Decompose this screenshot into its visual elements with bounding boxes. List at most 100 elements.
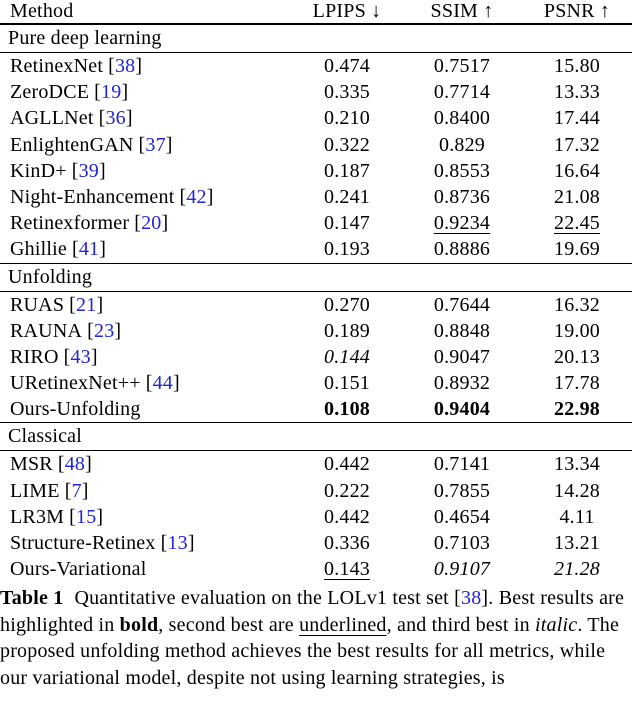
bracket-open-icon: [ xyxy=(138,133,146,156)
method-name: RIRO xyxy=(10,345,59,368)
bracket-open-icon: [ xyxy=(134,212,142,235)
lpips-value: 0.335 xyxy=(324,81,370,104)
citation-link[interactable]: 21 xyxy=(76,293,97,316)
section-header-unfolding: Unfolding xyxy=(8,265,93,288)
bracket-close-icon: ] xyxy=(481,587,489,610)
citation-link[interactable]: 38 xyxy=(114,55,136,77)
table-rule xyxy=(0,450,632,452)
bracket-open-icon: [ xyxy=(71,238,79,261)
method-cell: MSR [48] xyxy=(0,451,292,477)
bracket-close-icon: ] xyxy=(99,159,106,182)
bracket-open-icon: [ xyxy=(71,159,79,182)
ssim-value: 0.7141 xyxy=(433,453,491,476)
ssim-value: 0.829 xyxy=(439,133,485,156)
bracket-close-icon: ] xyxy=(206,185,214,208)
table-row: Night-Enhancement [42] 0.241 0.8736 21.08 xyxy=(0,184,632,210)
ssim-value: 0.8553 xyxy=(433,159,491,182)
citation-link[interactable]: 15 xyxy=(76,505,97,528)
psnr-value: 17.78 xyxy=(554,372,600,395)
method-name: LR3M xyxy=(10,505,65,528)
method-cell: RIRO [43] xyxy=(0,344,292,370)
caption-text: method achieves the best results for all… xyxy=(0,640,606,689)
method-cell: RAUNA [23] xyxy=(0,318,292,344)
caption-text: Quantitative evaluation on the LOLv1 tes… xyxy=(74,587,455,610)
citation: [44] xyxy=(146,372,180,394)
table-row: Structure-Retinex [13] 0.336 0.7103 13.21 xyxy=(0,530,632,556)
bracket-open-icon: [ xyxy=(94,81,102,104)
method-cell: Night-Enhancement [42] xyxy=(0,184,292,210)
method-name: RAUNA xyxy=(10,319,83,342)
psnr-value: 16.32 xyxy=(554,293,600,316)
method-name: ZeroDCE xyxy=(10,81,90,104)
method-cell: LR3M [15] xyxy=(0,504,292,530)
bracket-open-icon: [ xyxy=(454,587,462,610)
method-name: LIME xyxy=(10,479,60,502)
bracket-close-icon: ] xyxy=(161,212,169,235)
method-cell: LIME [7] xyxy=(0,478,292,504)
ssim-value: 0.9047 xyxy=(433,345,491,368)
bracket-close-icon: ] xyxy=(114,319,122,342)
method-cell: Structure-Retinex [13] xyxy=(0,530,292,556)
caption-label: Table 1 xyxy=(0,587,64,610)
bracket-open-icon: [ xyxy=(69,293,77,316)
psnr-value: 13.33 xyxy=(554,81,600,104)
citation-link[interactable]: 37 xyxy=(145,133,166,156)
table-row: RetinexNet [38] 0.474 0.7517 15.80 xyxy=(0,53,632,79)
citation-link[interactable]: 48 xyxy=(64,453,86,476)
citation-link[interactable]: 44 xyxy=(152,372,173,395)
citation-link[interactable]: 23 xyxy=(94,319,115,342)
citation-link[interactable]: 43 xyxy=(70,345,91,368)
method-name: URetinexNet++ xyxy=(10,372,141,395)
psnr-value: 22.45 xyxy=(554,212,600,235)
bracket-close-icon: ] xyxy=(135,55,143,77)
bracket-close-icon: ] xyxy=(125,107,133,130)
psnr-value: 16.64 xyxy=(554,159,600,182)
citation-link[interactable]: 41 xyxy=(78,238,100,261)
citation-link[interactable]: 7 xyxy=(71,479,82,502)
section-header-pure-deep-learning: Pure deep learning xyxy=(8,27,162,49)
method-name: Night-Enhancement xyxy=(10,185,175,208)
table-rule xyxy=(0,52,632,53)
ssim-value: 0.8400 xyxy=(433,107,491,130)
bracket-close-icon: ] xyxy=(172,372,180,395)
citation: [23] xyxy=(87,320,121,342)
citation-link[interactable]: 36 xyxy=(105,107,126,130)
citation: [42] xyxy=(179,186,213,208)
bracket-open-icon: [ xyxy=(64,479,72,502)
method-name: RUAS xyxy=(10,293,65,316)
lpips-value: 0.189 xyxy=(324,319,370,342)
lpips-value: 0.474 xyxy=(324,55,370,77)
table-row: URetinexNet++ [44] 0.151 0.8932 17.78 xyxy=(0,370,632,396)
lpips-value: 0.270 xyxy=(324,293,370,316)
ssim-value: 0.9107 xyxy=(433,558,491,581)
lpips-value: 0.442 xyxy=(324,505,370,528)
bracket-close-icon: ] xyxy=(96,293,104,316)
citation-link[interactable]: 20 xyxy=(141,212,162,235)
table-row: Ours-Variational 0.143 0.9107 21.28 xyxy=(0,556,632,582)
citation: [20] xyxy=(134,212,168,234)
citation: [43] xyxy=(64,346,98,368)
lpips-value: 0.143 xyxy=(324,558,370,581)
citation: [15] xyxy=(69,506,103,528)
table-rule xyxy=(0,262,632,264)
column-header-lpips: LPIPS ↓ xyxy=(312,0,382,22)
citation-link[interactable]: 13 xyxy=(167,532,188,554)
table-row: KinD+ [39] 0.187 0.8553 16.64 xyxy=(0,158,632,184)
table-row: EnlightenGAN [37] 0.322 0.829 17.32 xyxy=(0,132,632,158)
citation-link[interactable]: 42 xyxy=(186,185,207,208)
lpips-value: 0.193 xyxy=(324,238,370,261)
citation: [38] xyxy=(108,55,142,77)
bracket-close-icon: ] xyxy=(90,345,98,368)
ssim-value: 0.7855 xyxy=(433,479,491,502)
citation-link[interactable]: 38 xyxy=(461,587,482,610)
column-header-psnr: PSNR ↑ xyxy=(543,0,611,22)
citation-link[interactable]: 19 xyxy=(101,81,122,104)
ssim-value: 0.7714 xyxy=(433,81,491,104)
column-header-method: Method xyxy=(10,0,74,22)
bracket-close-icon: ] xyxy=(121,81,129,104)
method-cell: Ours-Unfolding xyxy=(0,396,292,422)
table-row: Ours-Unfolding 0.108 0.9404 22.98 xyxy=(0,396,632,422)
citation-link[interactable]: 39 xyxy=(78,159,100,182)
caption-text: . xyxy=(488,587,494,610)
